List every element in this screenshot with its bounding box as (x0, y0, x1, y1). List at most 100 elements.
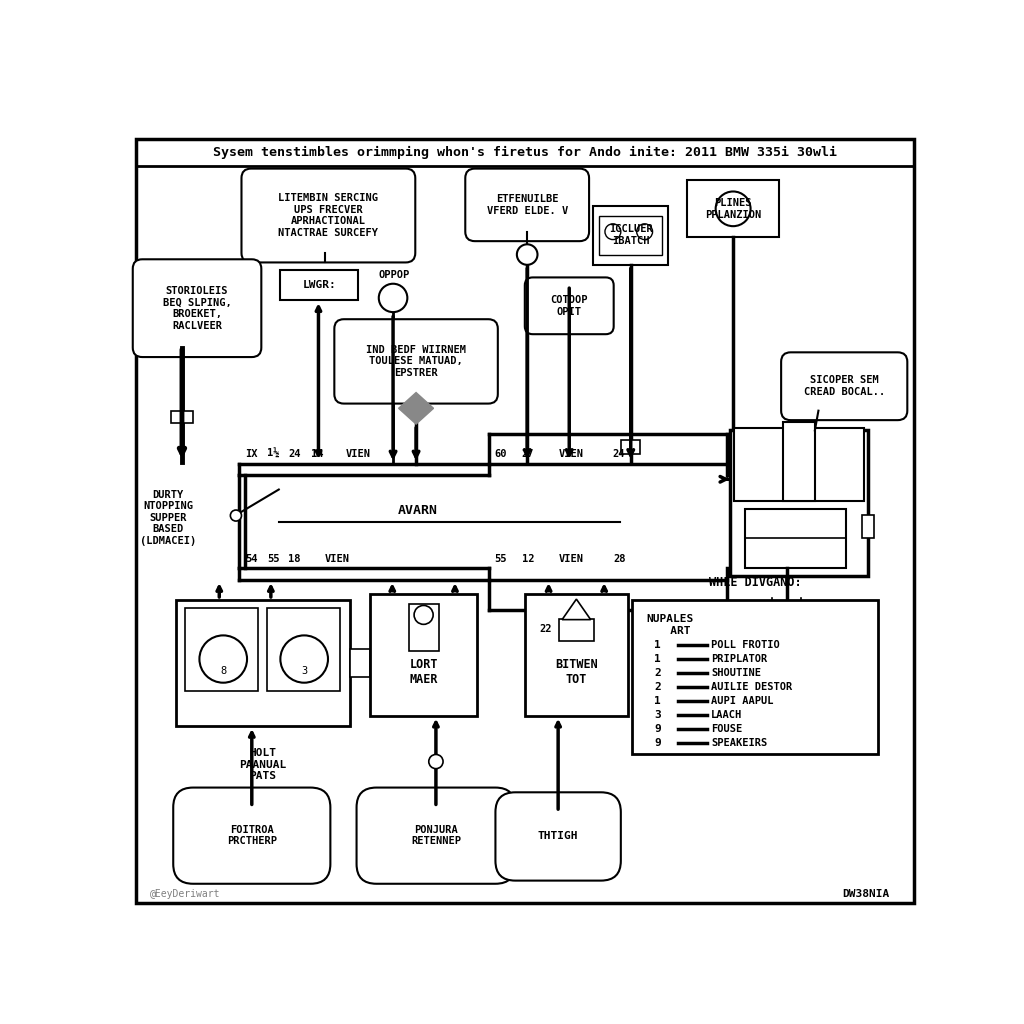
FancyBboxPatch shape (410, 604, 439, 651)
Text: 24: 24 (289, 450, 301, 459)
Text: PONJURA
RETENNEP: PONJURA RETENNEP (411, 825, 461, 847)
Circle shape (379, 284, 408, 312)
FancyBboxPatch shape (356, 787, 515, 884)
Text: VIEN: VIEN (346, 450, 371, 459)
Polygon shape (398, 392, 433, 424)
Text: THTIGH: THTIGH (538, 831, 579, 842)
Text: 12: 12 (521, 554, 535, 564)
Text: IND BEDF WIIRNEM
TOULESE MATUAD,
EPSTRER: IND BEDF WIIRNEM TOULESE MATUAD, EPSTRER (366, 345, 466, 378)
Text: PLINES
PPLANZION: PLINES PPLANZION (705, 198, 761, 219)
Text: 18: 18 (289, 554, 301, 564)
Text: 55: 55 (267, 554, 280, 564)
Text: AUPI AAPUL: AUPI AAPUL (712, 695, 774, 706)
Text: 1½: 1½ (267, 450, 280, 459)
Text: 3: 3 (654, 710, 660, 720)
Text: FOITROA
PRCTHERP: FOITROA PRCTHERP (226, 825, 276, 847)
Text: SPEAKEIRS: SPEAKEIRS (712, 737, 768, 748)
FancyBboxPatch shape (687, 180, 778, 238)
Text: Sysem tenstimbles orimmping whon's firetus for Ando inite: 2011 BMW 335i 30wli: Sysem tenstimbles orimmping whon's firet… (213, 145, 837, 159)
Text: WHLE DIVGANO:: WHLE DIVGANO: (709, 577, 801, 589)
Text: AUILIE DESTOR: AUILIE DESTOR (712, 682, 793, 692)
Text: NUPALES
   ART: NUPALES ART (646, 614, 693, 636)
Text: LITEMBIN SERCING
UPS FRECVER
APRHACTIONAL
NTACTRAE SURCEFY: LITEMBIN SERCING UPS FRECVER APRHACTIONA… (279, 194, 379, 238)
Text: OPPOP: OPPOP (378, 270, 410, 280)
FancyBboxPatch shape (632, 600, 878, 754)
FancyBboxPatch shape (599, 216, 663, 255)
Text: 1: 1 (654, 654, 660, 664)
Text: ETFENUILBE
VFERD ELDE. V: ETFENUILBE VFERD ELDE. V (486, 195, 567, 216)
Text: IX: IX (245, 450, 257, 459)
FancyBboxPatch shape (733, 428, 864, 502)
Text: 8: 8 (220, 666, 226, 676)
Text: HOLT
PAANUAL
PATS: HOLT PAANUAL PATS (240, 749, 287, 781)
Text: LAACH: LAACH (712, 710, 742, 720)
FancyBboxPatch shape (745, 509, 846, 568)
FancyBboxPatch shape (370, 594, 477, 716)
Text: VIEN: VIEN (558, 450, 584, 459)
Text: 2: 2 (654, 668, 660, 678)
Text: 55: 55 (495, 554, 507, 564)
Text: SHOUTINE: SHOUTINE (712, 668, 761, 678)
FancyBboxPatch shape (783, 422, 815, 502)
Text: VIEN: VIEN (558, 554, 584, 564)
Text: 9: 9 (654, 724, 660, 734)
FancyBboxPatch shape (281, 270, 358, 300)
Text: AVARN: AVARN (397, 504, 437, 516)
FancyBboxPatch shape (593, 206, 669, 265)
FancyBboxPatch shape (267, 608, 340, 690)
FancyBboxPatch shape (524, 594, 628, 716)
Text: 3: 3 (301, 666, 307, 676)
Circle shape (200, 635, 247, 683)
Text: COTOOP
OPIT: COTOOP OPIT (551, 295, 588, 316)
Text: 54: 54 (245, 554, 257, 564)
Text: DW38NIA: DW38NIA (843, 889, 890, 899)
Text: 60: 60 (495, 450, 507, 459)
FancyBboxPatch shape (136, 138, 913, 903)
Text: LWGR:: LWGR: (302, 281, 336, 291)
FancyBboxPatch shape (242, 169, 416, 262)
Text: STORIOLEIS
BEQ SLPING,
BROEKET,
RACLVEER: STORIOLEIS BEQ SLPING, BROEKET, RACLVEER (163, 286, 231, 331)
Circle shape (605, 224, 621, 240)
Text: IGCLUER
IBATCH: IGCLUER IBATCH (609, 224, 652, 246)
Circle shape (281, 635, 328, 683)
Text: PRIPLATOR: PRIPLATOR (712, 654, 768, 664)
FancyBboxPatch shape (173, 787, 331, 884)
Circle shape (637, 224, 652, 240)
Text: 14: 14 (310, 450, 324, 459)
FancyBboxPatch shape (350, 649, 370, 677)
FancyBboxPatch shape (334, 319, 498, 403)
Polygon shape (562, 599, 591, 620)
Text: 9: 9 (654, 737, 660, 748)
FancyBboxPatch shape (133, 259, 261, 357)
Text: SICOPER SEM
CREAD BOCAL..: SICOPER SEM CREAD BOCAL.. (804, 376, 885, 397)
FancyBboxPatch shape (176, 600, 350, 726)
Text: VIEN: VIEN (325, 554, 349, 564)
FancyBboxPatch shape (185, 608, 258, 690)
FancyBboxPatch shape (862, 515, 874, 539)
Text: FOUSE: FOUSE (712, 724, 742, 734)
FancyBboxPatch shape (781, 352, 907, 420)
Text: 1: 1 (654, 640, 660, 650)
FancyBboxPatch shape (524, 278, 613, 334)
Text: 1: 1 (654, 695, 660, 706)
Text: LORT
MAER: LORT MAER (410, 658, 438, 686)
FancyBboxPatch shape (622, 440, 640, 454)
Circle shape (414, 605, 433, 625)
Circle shape (230, 510, 242, 521)
Text: 27: 27 (521, 450, 535, 459)
Circle shape (429, 755, 443, 769)
Text: POLL FROTIO: POLL FROTIO (712, 640, 780, 650)
FancyBboxPatch shape (496, 793, 621, 881)
Text: DURTY
NTOPPING
SUPPER
BASED
(LDMACEI): DURTY NTOPPING SUPPER BASED (LDMACEI) (140, 489, 197, 546)
Text: BITWEN
TOT: BITWEN TOT (555, 658, 598, 686)
FancyBboxPatch shape (729, 430, 868, 577)
Text: 24: 24 (612, 450, 625, 459)
Text: 2: 2 (654, 682, 660, 692)
Text: @EeyDeriwart: @EeyDeriwart (151, 889, 221, 899)
FancyBboxPatch shape (465, 169, 589, 242)
Circle shape (716, 191, 751, 226)
Circle shape (517, 245, 538, 265)
FancyBboxPatch shape (171, 412, 194, 423)
Text: 28: 28 (613, 554, 627, 564)
FancyBboxPatch shape (559, 618, 594, 641)
